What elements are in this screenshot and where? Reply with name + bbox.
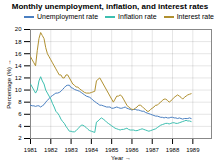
- svg-text:2: 2: [18, 135, 22, 141]
- svg-text:1982: 1982: [44, 146, 58, 152]
- svg-text:4: 4: [18, 123, 22, 129]
- svg-text:1989: 1989: [186, 146, 200, 152]
- html-text:Monthly unemployment, inflatio: Monthly unemployment, inflation, and int…: [11, 2, 209, 11]
- html-text:Interest rate: Interest rate: [176, 13, 214, 21]
- svg-text:20: 20: [15, 26, 22, 32]
- svg-text:6: 6: [18, 111, 22, 117]
- svg-text:Year →: Year →: [111, 154, 131, 160]
- svg-text:1986: 1986: [125, 146, 139, 152]
- svg-text:14: 14: [15, 62, 22, 68]
- svg-text:18: 18: [15, 38, 22, 44]
- svg-text:1987: 1987: [146, 146, 160, 152]
- svg-text:12: 12: [15, 74, 22, 80]
- svg-text:10: 10: [15, 87, 22, 93]
- svg-text:8: 8: [18, 99, 22, 105]
- svg-text:Percentage (%) →: Percentage (%) →: [6, 59, 12, 108]
- svg-text:16: 16: [15, 50, 22, 56]
- svg-text:1988: 1988: [166, 146, 180, 152]
- svg-text:1981: 1981: [24, 146, 38, 152]
- html-text:Inflation rate: Inflation rate: [118, 13, 157, 21]
- svg-text:1985: 1985: [105, 146, 119, 152]
- svg-text:1984: 1984: [85, 146, 99, 152]
- html-text:Unemployment rate: Unemployment rate: [37, 13, 99, 21]
- svg-text:1983: 1983: [64, 146, 78, 152]
